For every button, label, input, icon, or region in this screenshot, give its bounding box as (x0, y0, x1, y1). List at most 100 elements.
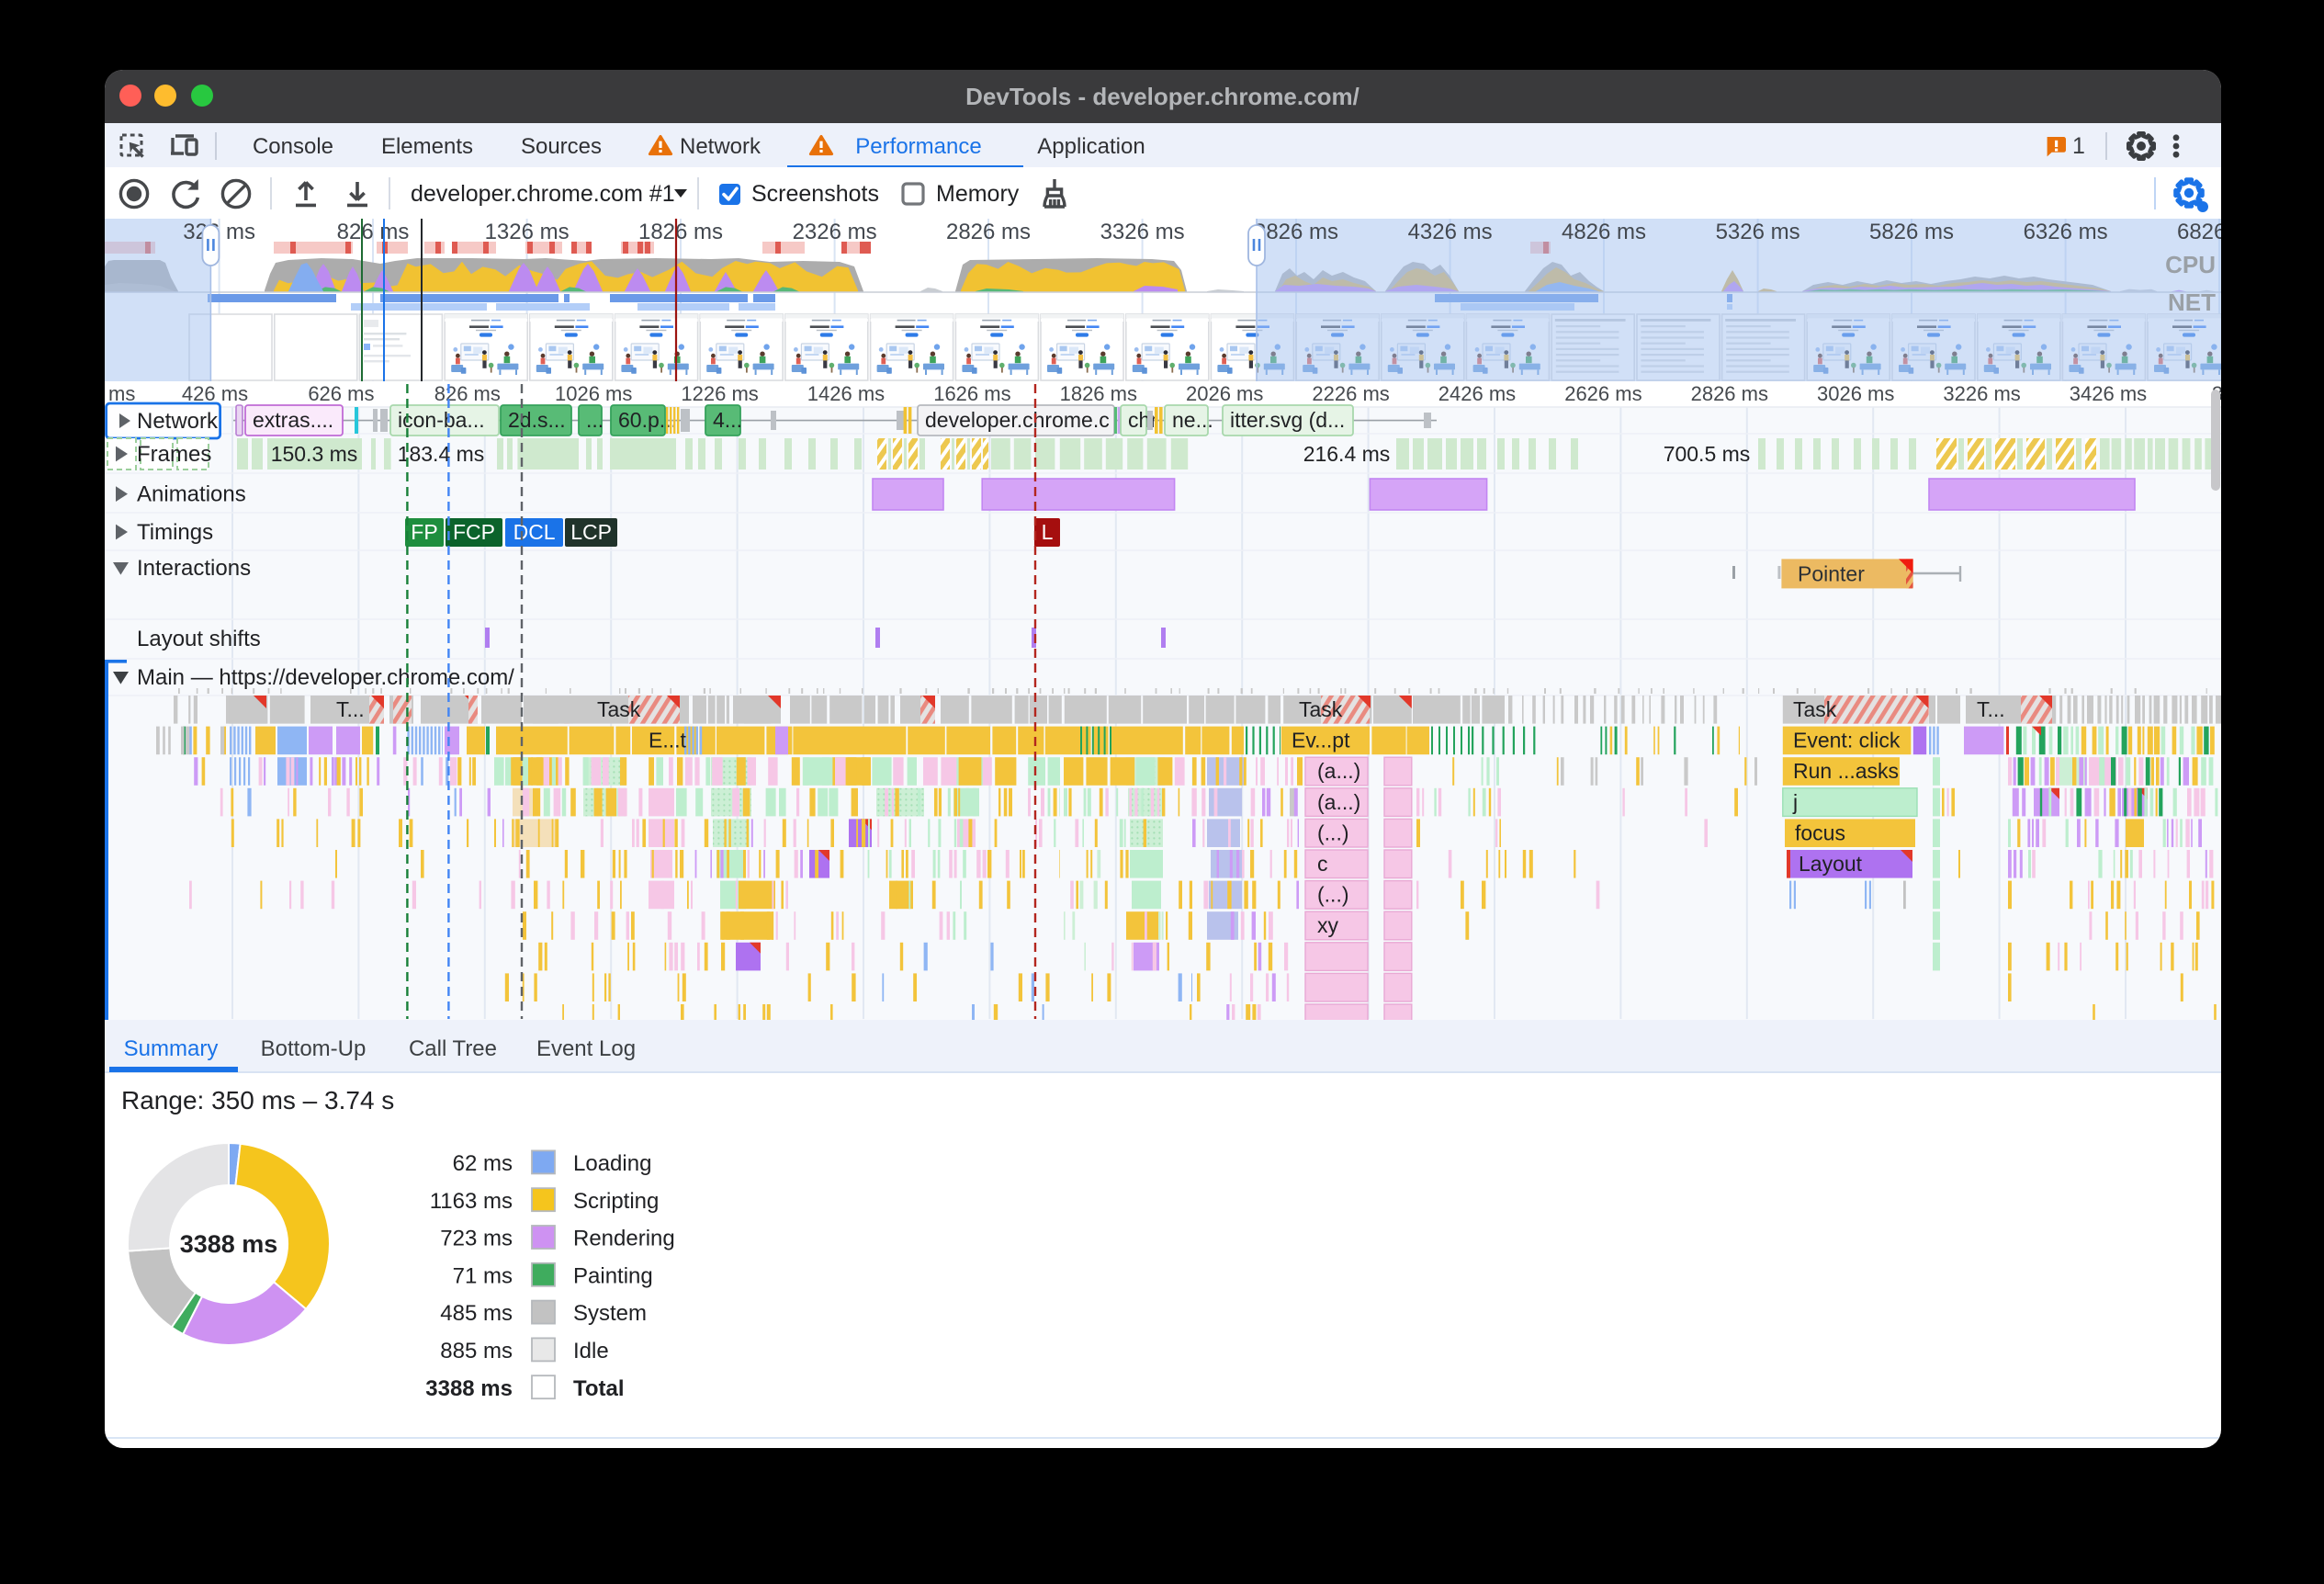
svg-text:...: ... (585, 408, 603, 432)
svg-text:Event Log: Event Log (536, 1035, 635, 1060)
svg-text:Sources: Sources (520, 133, 601, 158)
svg-text:1: 1 (2071, 132, 2084, 158)
svg-text:4826 ms: 4826 ms (1561, 220, 1645, 244)
svg-text:Memory: Memory (935, 181, 1019, 207)
svg-text:2826 ms: 2826 ms (1690, 384, 1767, 405)
svg-text:Summary: Summary (123, 1035, 218, 1060)
svg-text:ms: ms (107, 384, 134, 405)
svg-text:Task: Task (596, 697, 640, 721)
svg-text:Elements: Elements (380, 133, 472, 158)
svg-text:icon-ba...: icon-ba... (397, 408, 484, 432)
svg-text:NET: NET (2167, 289, 2215, 316)
svg-text:developer.chrome.c: developer.chrome.c (924, 408, 1109, 432)
svg-text:Layout: Layout (1798, 852, 1862, 876)
svg-text:826 ms: 826 ms (336, 220, 409, 244)
svg-text:Network: Network (136, 409, 218, 434)
svg-text:Bottom-Up: Bottom-Up (260, 1035, 366, 1060)
svg-text:Frames: Frames (136, 442, 210, 467)
svg-text:(a...): (a...) (1316, 790, 1359, 814)
svg-text:Timings: Timings (136, 520, 212, 545)
svg-text:T...: T... (335, 697, 364, 721)
svg-text:1626 ms: 1626 ms (932, 384, 1010, 405)
svg-text:developer.chrome.com #1: developer.chrome.com #1 (410, 181, 674, 207)
svg-text:Screenshots: Screenshots (750, 181, 878, 207)
svg-text:FP: FP (410, 520, 436, 544)
svg-text:Pointer: Pointer (1797, 562, 1864, 586)
svg-text:(...): (...) (1316, 883, 1348, 907)
svg-text:Network: Network (679, 133, 761, 158)
svg-text:itter.svg (d...: itter.svg (d... (1229, 408, 1344, 432)
svg-text:3226 ms: 3226 ms (1942, 384, 2019, 405)
svg-text:62 ms: 62 ms (452, 1150, 512, 1175)
svg-text:T...: T... (1976, 697, 2004, 721)
svg-text:chr: chr (1127, 408, 1156, 432)
svg-text:723 ms: 723 ms (439, 1226, 512, 1250)
svg-text:5326 ms: 5326 ms (1715, 220, 1799, 244)
svg-text:Event: click: Event: click (1792, 729, 1900, 752)
svg-text:Total: Total (572, 1375, 624, 1400)
svg-text:Task: Task (1298, 697, 1342, 721)
svg-text:Interactions: Interactions (136, 556, 250, 581)
svg-text:1426 ms: 1426 ms (807, 384, 884, 405)
svg-text:3826 ms: 3826 ms (1253, 220, 1337, 244)
svg-text:Performance: Performance (854, 133, 980, 158)
svg-text:LCP: LCP (570, 520, 611, 544)
svg-text:5826 ms: 5826 ms (1868, 220, 1953, 244)
svg-text:Idle: Idle (572, 1338, 608, 1363)
svg-text:extras....: extras.... (252, 408, 333, 432)
svg-text:Scripting: Scripting (572, 1188, 658, 1213)
svg-text:826 ms: 826 ms (434, 384, 500, 405)
svg-text:183.4 ms: 183.4 ms (397, 442, 484, 466)
svg-text:2626 ms: 2626 ms (1563, 384, 1641, 405)
svg-text:216.4 ms: 216.4 ms (1303, 442, 1390, 466)
svg-text:150.3 ms: 150.3 ms (270, 442, 357, 466)
svg-text:3026 ms: 3026 ms (1816, 384, 1893, 405)
svg-text:1226 ms: 1226 ms (680, 384, 757, 405)
svg-text:2826 ms: 2826 ms (945, 220, 1030, 244)
svg-text:6326 ms: 6326 ms (2023, 220, 2107, 244)
svg-text:Layout shifts: Layout shifts (136, 627, 260, 651)
svg-text:Console: Console (252, 133, 333, 158)
svg-text:426 ms: 426 ms (181, 384, 247, 405)
svg-text:Animations: Animations (136, 482, 245, 507)
svg-text:j: j (1791, 790, 1797, 814)
svg-text:Painting: Painting (572, 1262, 652, 1287)
svg-text:1826 ms: 1826 ms (1059, 384, 1136, 405)
svg-text:4326 ms: 4326 ms (1407, 220, 1492, 244)
svg-text:3388 ms: 3388 ms (179, 1229, 277, 1257)
svg-text:Task: Task (1792, 697, 1836, 721)
svg-text:3326 ms: 3326 ms (1100, 220, 1184, 244)
svg-text:Call Tree: Call Tree (408, 1035, 496, 1060)
svg-text:700.5 ms: 700.5 ms (1663, 442, 1750, 466)
svg-text:71 ms: 71 ms (452, 1262, 512, 1287)
svg-text:L: L (1041, 520, 1053, 544)
svg-text:1163 ms: 1163 ms (429, 1188, 512, 1213)
svg-text:System: System (572, 1300, 646, 1325)
svg-text:Range: 350 ms – 3.74 s: Range: 350 ms – 3.74 s (120, 1085, 393, 1114)
svg-text:Rendering: Rendering (572, 1226, 674, 1250)
svg-text:Main — https://developer.chrom: Main — https://developer.chrome.com/ (136, 665, 513, 690)
svg-text:Run ...asks: Run ...asks (1792, 759, 1898, 783)
svg-text:xy: xy (1316, 913, 1338, 937)
svg-text:ne...: ne... (1171, 408, 1213, 432)
svg-text:(...): (...) (1316, 820, 1348, 844)
svg-text:3388 ms: 3388 ms (424, 1375, 512, 1400)
svg-text:485 ms: 485 ms (439, 1300, 512, 1325)
svg-text:1026 ms: 1026 ms (554, 384, 631, 405)
svg-text:Ev...pt: Ev...pt (1291, 729, 1349, 752)
svg-text:1326 ms: 1326 ms (484, 220, 569, 244)
svg-text:3426 ms: 3426 ms (2069, 384, 2146, 405)
svg-text:2d.s...: 2d.s... (507, 408, 565, 432)
svg-text:CPU: CPU (2164, 251, 2215, 278)
svg-text:FCP: FCP (452, 520, 494, 544)
svg-text:6826 ms: 6826 ms (2176, 220, 2221, 244)
svg-text:4...: 4... (712, 408, 741, 432)
svg-text:c: c (1316, 852, 1327, 876)
svg-text:E...t: E...t (648, 729, 686, 752)
svg-text:(a...): (a...) (1316, 759, 1359, 783)
svg-text:Loading: Loading (572, 1150, 650, 1175)
svg-text:2326 ms: 2326 ms (792, 220, 876, 244)
svg-text:885 ms: 885 ms (439, 1338, 512, 1363)
svg-text:2026 ms: 2026 ms (1185, 384, 1262, 405)
svg-text:focus: focus (1794, 820, 1845, 844)
